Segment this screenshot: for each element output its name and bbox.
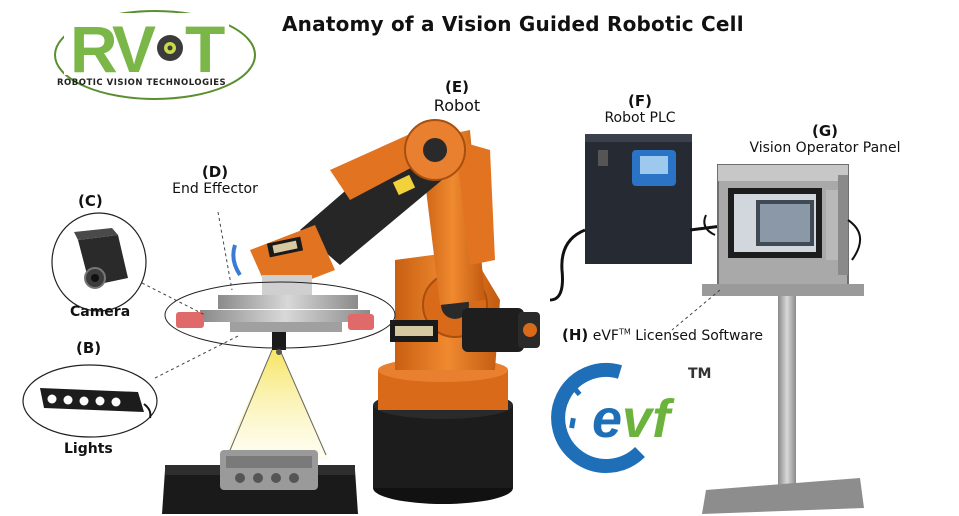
logo-swoosh <box>54 10 256 100</box>
lights-callout <box>22 334 241 438</box>
effector-leader <box>217 211 233 291</box>
end-effector <box>176 295 374 355</box>
panel-letter: (G) <box>811 122 839 140</box>
robot-upper-arm <box>300 119 466 265</box>
effector-label: (D) End Effector <box>170 163 260 197</box>
evf-logo-text: evf <box>592 388 670 450</box>
logo-subtitle: ROBOTIC VISION TECHNOLOGIES <box>57 78 227 88</box>
logo-mark-t: T <box>185 12 225 86</box>
evf-logo <box>551 363 645 473</box>
panel-stand <box>778 296 796 486</box>
evf-vf: vf <box>622 389 671 449</box>
robot-label: (E) Robot <box>432 78 482 115</box>
page-title: Anatomy of a Vision Guided Robotic Cell <box>282 12 744 36</box>
effector-callout-ellipse <box>164 281 396 349</box>
robot-motor <box>462 308 540 352</box>
light-beam <box>222 350 330 460</box>
camera-callout <box>51 212 206 316</box>
rvt-logo: R V T <box>54 10 256 100</box>
lights-letter: (B) <box>76 339 102 357</box>
engine-block <box>220 450 318 490</box>
mounted-camera-icon <box>272 332 286 350</box>
plc-cable <box>549 228 586 302</box>
software-leader <box>671 289 721 331</box>
panel-base <box>702 478 864 514</box>
plc-letter: (F) <box>628 92 652 110</box>
software-label: (H) eVFTM Licensed Software <box>562 326 763 344</box>
panel-label: (G) Vision Operator Panel <box>740 122 910 156</box>
evf-e: e <box>592 389 623 449</box>
robot-letter: (E) <box>445 78 469 96</box>
effector-name: End Effector <box>172 181 258 197</box>
robot-wrist <box>231 225 335 295</box>
robot-name: Robot <box>433 96 481 115</box>
robot-plc-cabinet <box>549 134 731 302</box>
camera-name: Camera <box>70 304 131 320</box>
evf-arc-icon <box>551 363 645 473</box>
lights-name: Lights <box>64 441 113 457</box>
robot-base <box>373 358 513 504</box>
plc-label: (F) Robot PLC <box>588 92 692 126</box>
camera-letter: (C) <box>78 192 103 210</box>
software-name-prefix: eVF <box>592 328 619 344</box>
vision-operator-panel <box>671 164 864 514</box>
software-tm: TM <box>618 327 631 337</box>
evf-tm: TM <box>688 366 712 382</box>
panel-name: Vision Operator Panel <box>749 140 901 156</box>
software-letter: (H) <box>562 326 589 344</box>
logo-mark-r: R <box>70 12 118 86</box>
logo-mark-v: V <box>112 12 156 86</box>
effector-letter: (D) <box>201 163 229 181</box>
plc-name: Robot PLC <box>604 110 676 126</box>
software-name-suffix: Licensed Software <box>630 328 764 344</box>
